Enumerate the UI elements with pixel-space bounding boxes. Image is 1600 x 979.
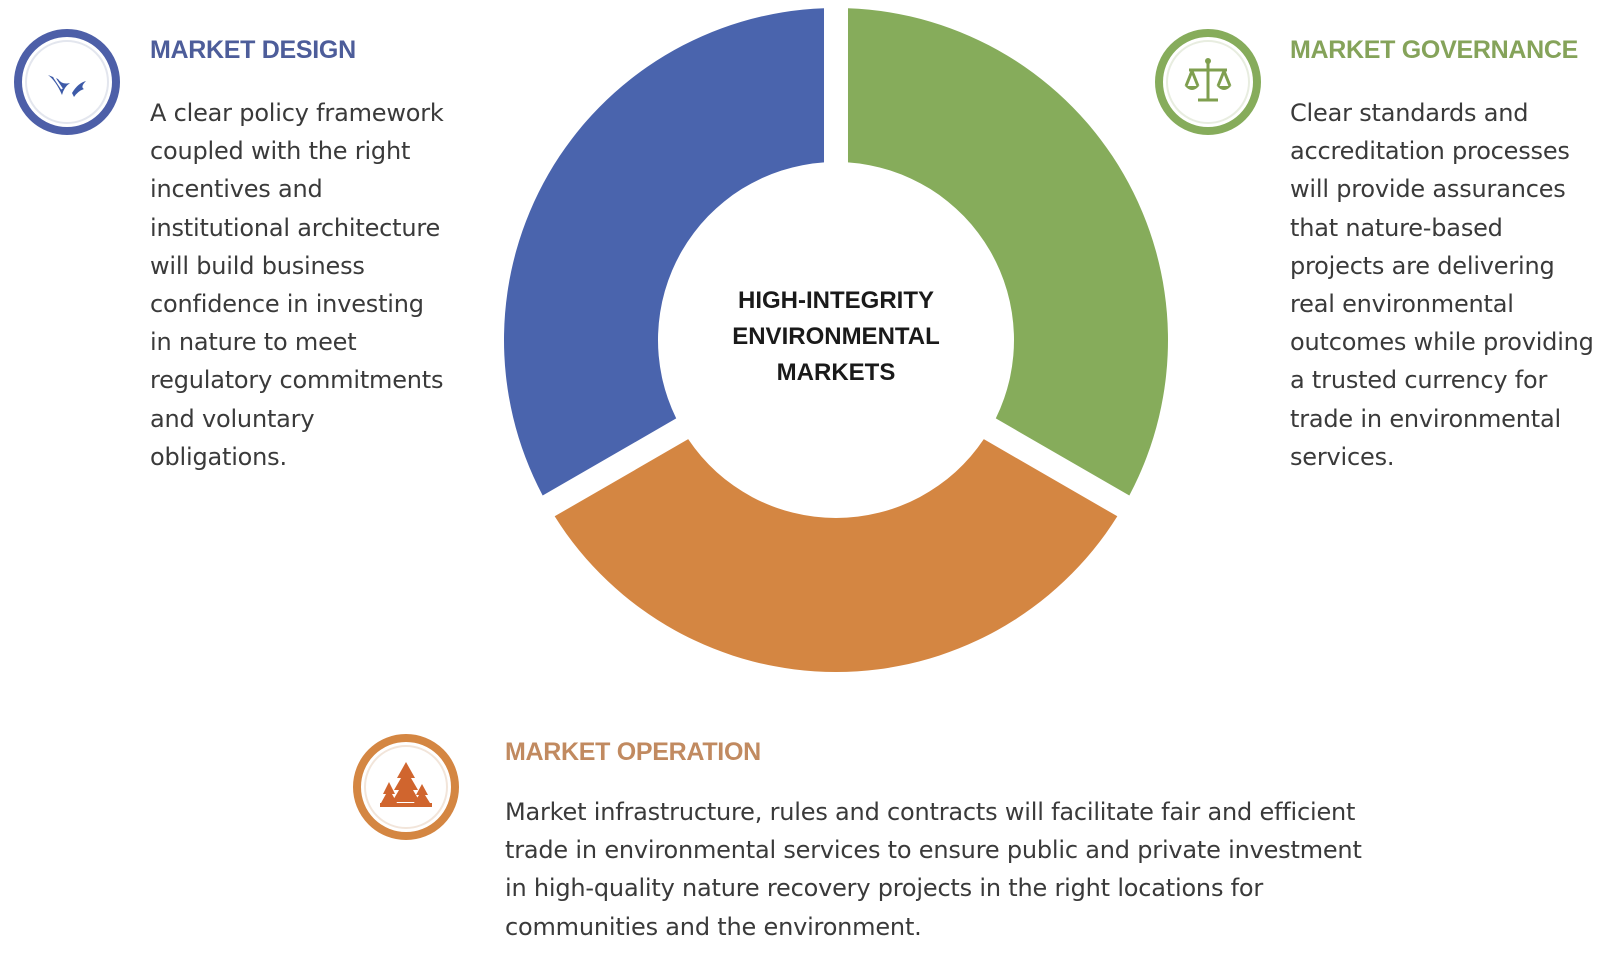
- market-operation-title: MARKET OPERATION: [505, 738, 761, 766]
- design-tool-icon: [14, 29, 120, 135]
- donut-segment-governance: [847, 8, 1168, 496]
- market-design-description: A clear policy framework coupled with th…: [150, 99, 444, 471]
- center-label-line-2: ENVIRONMENTAL: [732, 323, 940, 350]
- donut-segment-operation: [554, 439, 1118, 672]
- market-governance-description: Clear standards and accreditation proces…: [1290, 99, 1594, 471]
- scales-icon: [1155, 29, 1261, 135]
- center-label-line-1: HIGH-INTEGRITY: [738, 287, 934, 314]
- center-label-line-3: MARKETS: [776, 359, 896, 386]
- center-label: HIGH-INTEGRITY ENVIRONMENTAL MARKETS: [686, 283, 986, 391]
- trees-icon: [353, 734, 459, 840]
- market-governance-block: MARKET GOVERNANCE Clear standards and ac…: [1290, 36, 1595, 476]
- market-design-block: MARKET DESIGN A clear policy framework c…: [150, 36, 450, 476]
- market-governance-title: MARKET GOVERNANCE: [1290, 36, 1578, 64]
- market-design-title: MARKET DESIGN: [150, 36, 356, 64]
- market-operation-description: Market infrastructure, rules and contrac…: [505, 798, 1362, 941]
- donut-segment-design: [504, 8, 825, 496]
- market-operation-block: MARKET OPERATION Market infrastructure, …: [505, 738, 1385, 946]
